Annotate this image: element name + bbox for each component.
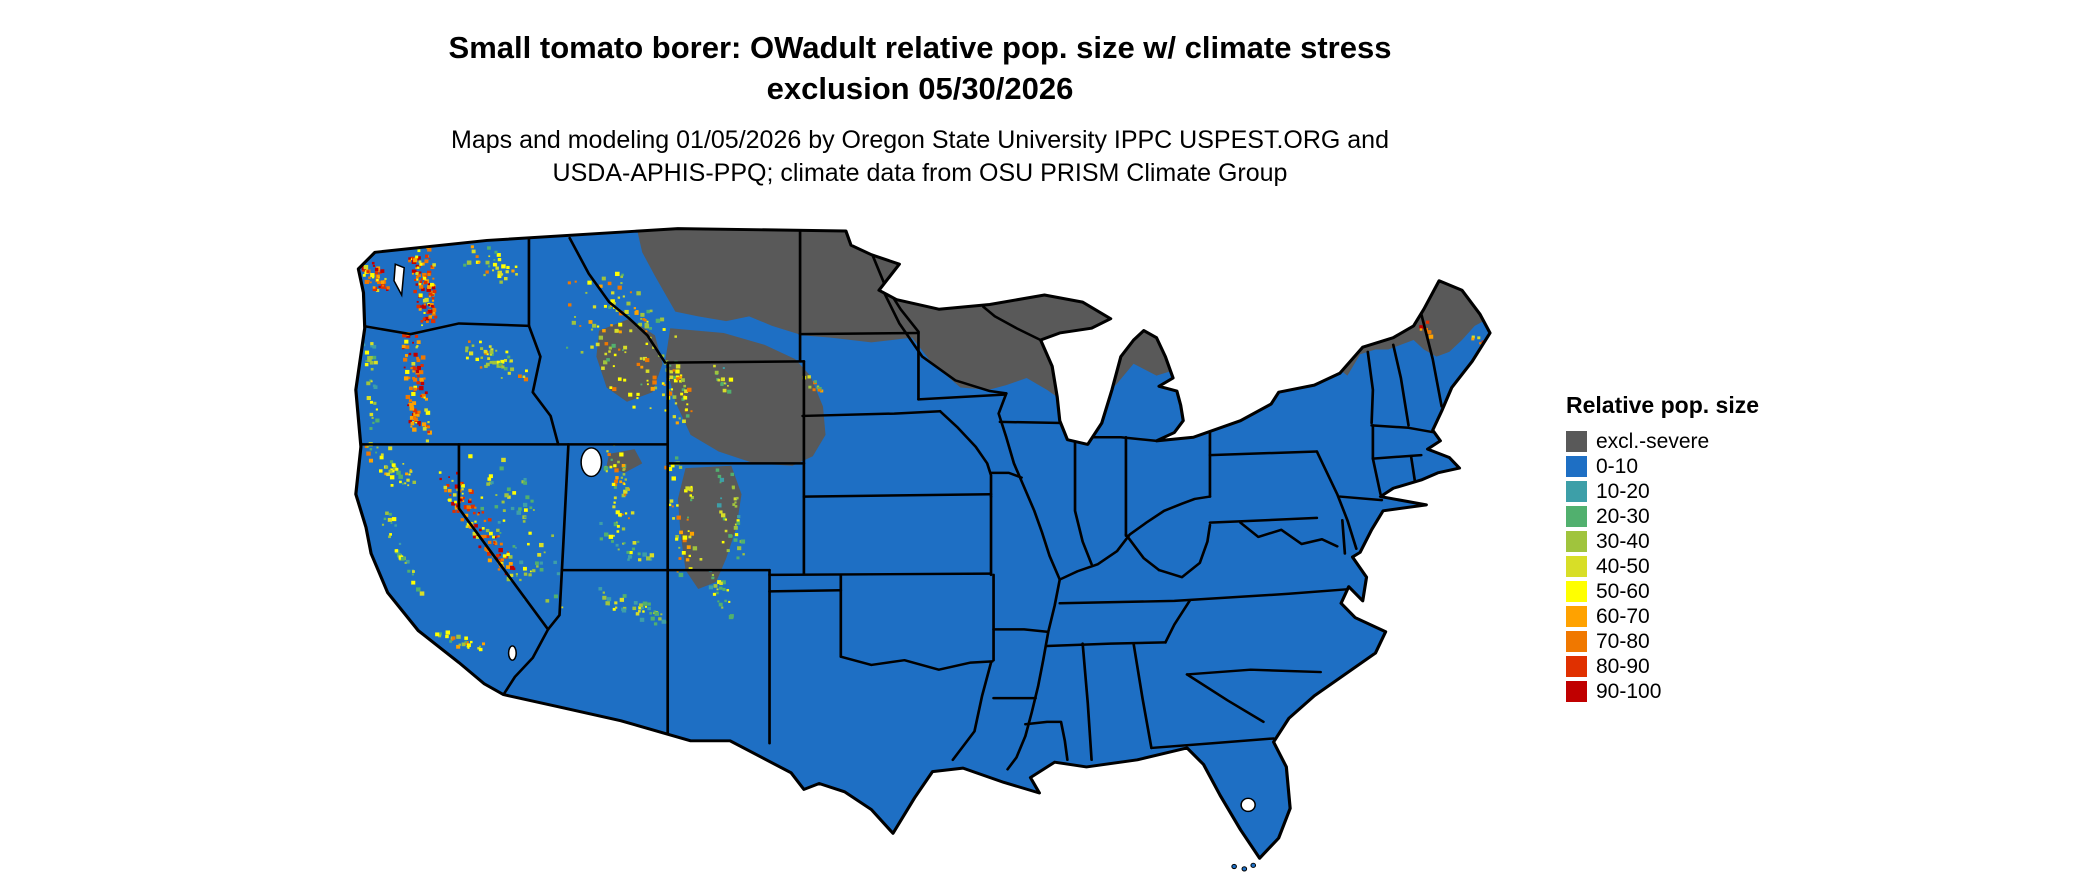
legend-item: 30-40: [1566, 529, 1759, 554]
map-subtitle-line2: USDA-APHIS-PPQ; climate data from OSU PR…: [552, 158, 1288, 187]
legend-swatch: [1566, 506, 1587, 527]
legend-swatch: [1566, 481, 1587, 502]
legend-item-label: 90-100: [1596, 680, 1662, 703]
map-subtitle-line1: Maps and modeling 01/05/2026 by Oregon S…: [451, 125, 1389, 154]
legend-item-label: 50-60: [1596, 580, 1650, 603]
florida-keys: [1231, 862, 1257, 872]
legend-swatch: [1566, 681, 1587, 702]
map-title-line2: exclusion 05/30/2026: [766, 70, 1074, 106]
legend-swatch: [1566, 606, 1587, 627]
legend-item-label: 20-30: [1596, 505, 1650, 528]
map-title: Small tomato borer: OWadult relative pop…: [0, 28, 1840, 110]
legend-item-label: 60-70: [1596, 605, 1650, 628]
legend-item: 70-80: [1566, 629, 1759, 654]
map-title-line1: Small tomato borer: OWadult relative pop…: [448, 30, 1392, 65]
legend-item: 10-20: [1566, 479, 1759, 504]
lakes: [393, 263, 1256, 813]
salton-sea: [507, 645, 517, 661]
legend-swatch: [1566, 431, 1587, 452]
legend-swatch: [1566, 631, 1587, 652]
legend-swatch: [1566, 656, 1587, 677]
legend-item-label: 10-20: [1596, 480, 1650, 503]
legend-swatch: [1566, 456, 1587, 477]
legend-items: excl.-severe 0-10 10-20 20-30 30-40 40-50 50-6…: [1566, 429, 1759, 704]
map-header: Small tomato borer: OWadult relative pop…: [0, 28, 1840, 190]
legend-item: 90-100: [1566, 679, 1759, 704]
map-subtitle: Maps and modeling 01/05/2026 by Oregon S…: [0, 124, 1840, 190]
legend-title: Relative pop. size: [1566, 392, 1760, 418]
legend-item: 50-60: [1566, 579, 1759, 604]
legend-item: 60-70: [1566, 604, 1759, 629]
legend-item: 40-50: [1566, 554, 1759, 579]
state-borders: [355, 228, 1443, 771]
legend-item-label: 80-90: [1596, 655, 1650, 678]
puget-sound: [393, 263, 406, 298]
legend-item: excl.-severe: [1566, 429, 1759, 454]
legend-item: 20-30: [1566, 504, 1759, 529]
legend-item-label: 40-50: [1596, 555, 1650, 578]
legend: Relative pop. size excl.-severe 0-10 10-20…: [1566, 392, 1759, 704]
legend-swatch: [1566, 531, 1587, 552]
legend-item-label: 30-40: [1596, 530, 1650, 553]
legend-swatch: [1566, 556, 1587, 577]
legend-item: 0-10: [1566, 454, 1759, 479]
legend-swatch: [1566, 581, 1587, 602]
legend-item-label: 0-10: [1596, 455, 1639, 478]
legend-item-label: excl.-severe: [1596, 430, 1710, 453]
lake-okeechobee: [1240, 797, 1256, 813]
legend-item: 80-90: [1566, 654, 1759, 679]
us-conus-map: [296, 212, 1518, 876]
great-salt-lake: [580, 447, 603, 478]
legend-item-label: 70-80: [1596, 630, 1650, 653]
us-map-svg: [354, 227, 1492, 872]
